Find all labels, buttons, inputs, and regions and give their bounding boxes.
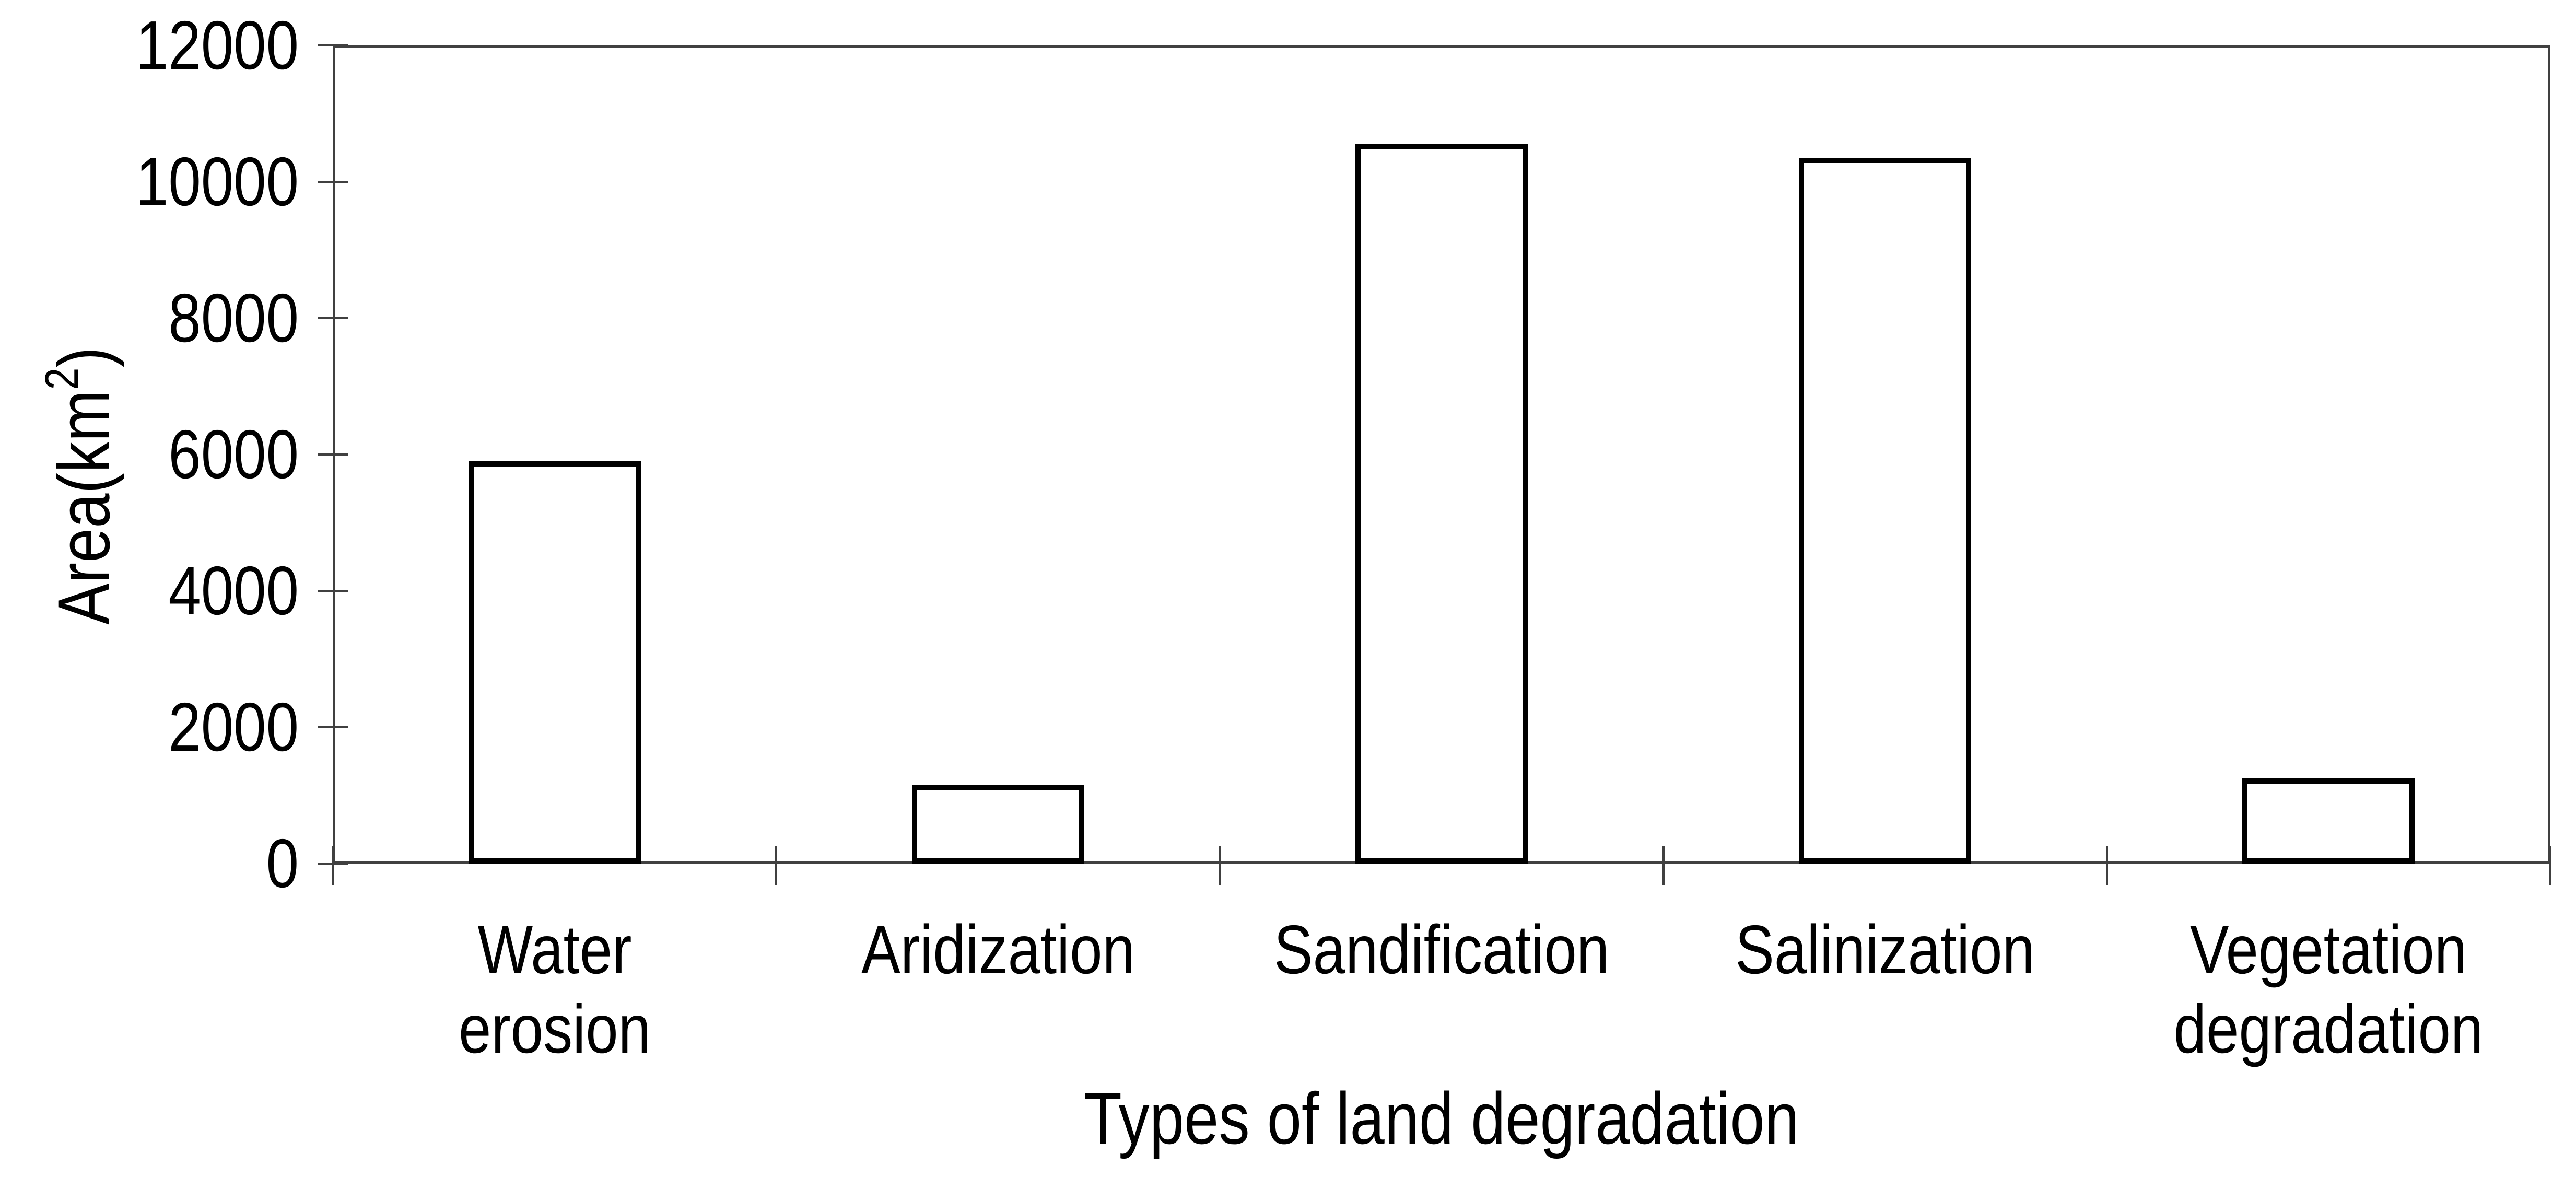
x-tick-mark-5 xyxy=(2549,846,2551,885)
bar-salinization xyxy=(1799,158,1971,864)
x-tick-mark-3 xyxy=(1662,846,1665,885)
x-category-label-salinization: Salinization xyxy=(1735,911,2035,988)
y-tick-mark-6000 xyxy=(318,453,348,456)
y-tick-mark-2000 xyxy=(318,726,348,728)
y-axis-label-superscript: 2 xyxy=(36,367,88,390)
y-tick-mark-4000 xyxy=(318,590,348,592)
x-axis-title: Types of land degradation xyxy=(1084,1077,1799,1159)
bar-vegetation-degradation xyxy=(2242,778,2415,864)
y-tick-label-0: 0 xyxy=(266,825,299,902)
x-tick-mark-2 xyxy=(1219,846,1221,885)
y-tick-label-6000: 6000 xyxy=(168,416,299,493)
x-category-label-vegetation-degradation: Vegetation degradation xyxy=(2173,911,2484,1067)
y-tick-label-10000: 10000 xyxy=(135,143,299,220)
x-category-label-aridization: Aridization xyxy=(861,911,1135,988)
bar-sandification xyxy=(1355,144,1528,864)
x-tick-mark-4 xyxy=(2105,846,2108,885)
x-tick-mark-0 xyxy=(332,846,334,885)
bar-water-erosion xyxy=(469,461,641,864)
y-tick-label-4000: 4000 xyxy=(168,552,299,629)
y-tick-label-8000: 8000 xyxy=(168,279,299,356)
y-tick-mark-10000 xyxy=(318,181,348,183)
bar-aridization xyxy=(912,785,1084,864)
y-tick-mark-12000 xyxy=(318,44,348,46)
x-category-label-sandification: Sandification xyxy=(1273,911,1610,988)
x-tick-mark-1 xyxy=(775,846,778,885)
y-tick-label-12000: 12000 xyxy=(135,7,299,84)
y-tick-label-2000: 2000 xyxy=(168,689,299,765)
x-category-label-water-erosion: Water erosion xyxy=(459,911,651,1067)
y-tick-mark-8000 xyxy=(318,317,348,319)
